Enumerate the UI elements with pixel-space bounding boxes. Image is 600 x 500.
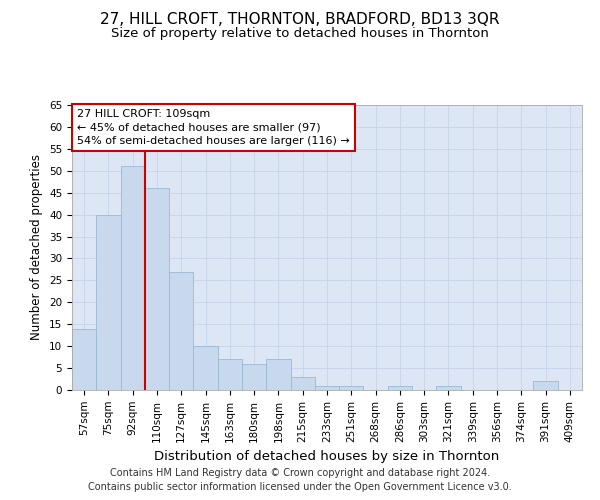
Bar bbox=[145, 188, 169, 390]
Bar bbox=[218, 360, 242, 390]
Bar bbox=[339, 386, 364, 390]
Text: 27 HILL CROFT: 109sqm
← 45% of detached houses are smaller (97)
54% of semi-deta: 27 HILL CROFT: 109sqm ← 45% of detached … bbox=[77, 110, 350, 146]
Bar bbox=[315, 386, 339, 390]
Bar bbox=[266, 360, 290, 390]
Bar bbox=[533, 381, 558, 390]
Text: Contains HM Land Registry data © Crown copyright and database right 2024.
Contai: Contains HM Land Registry data © Crown c… bbox=[88, 468, 512, 492]
Bar bbox=[242, 364, 266, 390]
Bar bbox=[121, 166, 145, 390]
Bar bbox=[72, 328, 96, 390]
Text: 27, HILL CROFT, THORNTON, BRADFORD, BD13 3QR: 27, HILL CROFT, THORNTON, BRADFORD, BD13… bbox=[100, 12, 500, 28]
Bar bbox=[193, 346, 218, 390]
Bar bbox=[388, 386, 412, 390]
Bar bbox=[290, 377, 315, 390]
Bar bbox=[96, 214, 121, 390]
Bar bbox=[436, 386, 461, 390]
Text: Size of property relative to detached houses in Thornton: Size of property relative to detached ho… bbox=[111, 28, 489, 40]
X-axis label: Distribution of detached houses by size in Thornton: Distribution of detached houses by size … bbox=[154, 450, 500, 463]
Y-axis label: Number of detached properties: Number of detached properties bbox=[31, 154, 43, 340]
Bar bbox=[169, 272, 193, 390]
